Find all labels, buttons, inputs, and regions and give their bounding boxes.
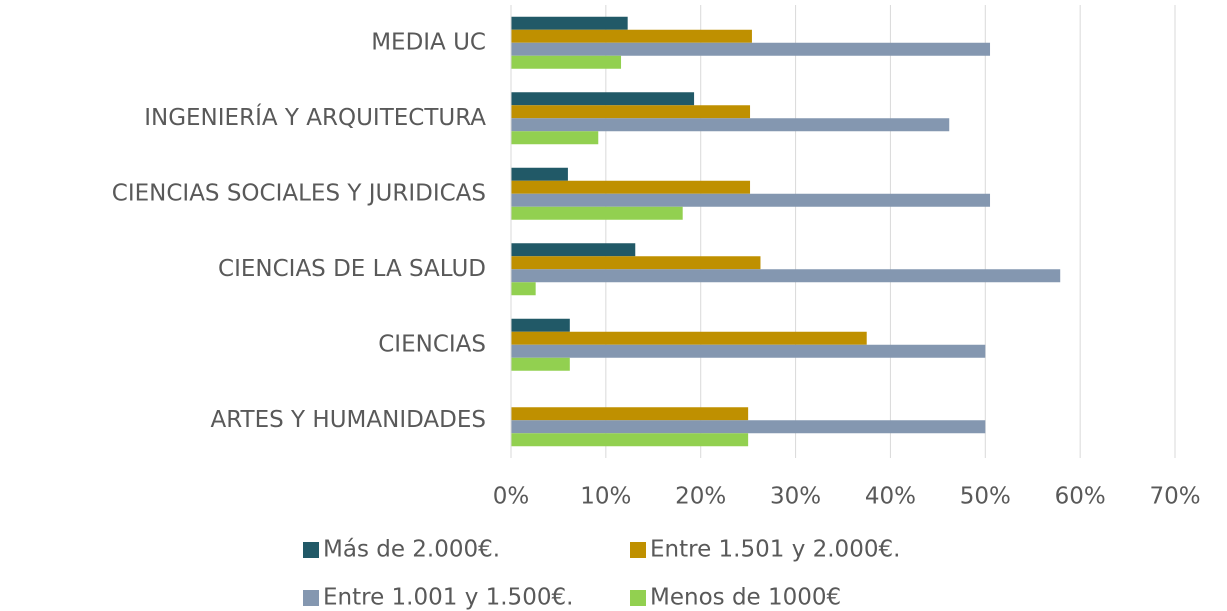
legend-label: Entre 1.501 y 2.000€. xyxy=(650,537,900,563)
bar xyxy=(511,433,749,447)
bar xyxy=(511,55,622,69)
bar xyxy=(511,167,568,181)
bar xyxy=(511,282,536,296)
legend-swatch xyxy=(303,590,319,606)
bar xyxy=(511,243,636,257)
x-tick-label: 30% xyxy=(770,484,821,510)
y-tick-label: ARTES Y HUMANIDADES xyxy=(211,407,486,433)
x-tick-label: 20% xyxy=(675,484,726,510)
bar xyxy=(511,42,991,56)
bar xyxy=(511,105,751,119)
bar xyxy=(511,131,599,145)
y-tick-label: CIENCIAS DE LA SALUD xyxy=(218,256,486,282)
y-tick-label: CIENCIAS SOCIALES Y JURIDICAS xyxy=(112,180,486,206)
x-tick-label: 50% xyxy=(960,484,1011,510)
y-tick-label: MEDIA UC xyxy=(371,29,486,55)
bar xyxy=(511,420,986,434)
legend-label: Menos de 1000€ xyxy=(650,585,841,611)
x-tick-label: 0% xyxy=(493,484,530,510)
bar xyxy=(511,180,751,194)
legend-swatch xyxy=(630,590,646,606)
bar xyxy=(511,256,761,270)
bar xyxy=(511,206,683,220)
legend-label: Más de 2.000€. xyxy=(323,537,500,563)
bar xyxy=(511,331,867,345)
bar xyxy=(511,92,695,106)
bar xyxy=(511,344,986,358)
y-tick-label: CIENCIAS xyxy=(378,331,486,357)
bar xyxy=(511,193,991,207)
bar xyxy=(511,318,570,332)
x-tick-label: 60% xyxy=(1055,484,1106,510)
bar xyxy=(511,269,1061,283)
legend-swatch xyxy=(303,542,319,558)
bar xyxy=(511,16,628,30)
bar xyxy=(511,407,749,421)
bar xyxy=(511,357,570,371)
y-tick-label: INGENIERÍA Y ARQUITECTURA xyxy=(144,103,486,131)
bar xyxy=(511,29,752,43)
x-tick-label: 40% xyxy=(865,484,916,510)
legend-label: Entre 1.001 y 1.500€. xyxy=(323,585,573,611)
x-tick-label: 10% xyxy=(580,484,631,510)
bar xyxy=(511,118,950,132)
x-tick-label: 70% xyxy=(1149,484,1200,510)
legend-swatch xyxy=(630,542,646,558)
